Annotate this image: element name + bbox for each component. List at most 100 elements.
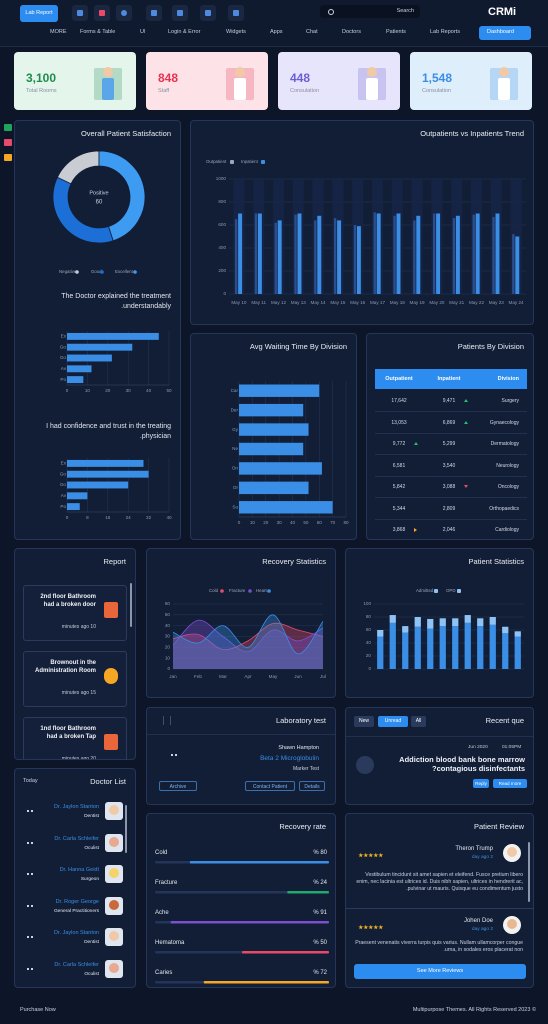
y-tick-label: 20 [165, 645, 171, 650]
x-tick-label: Jan [169, 674, 177, 679]
icon-button[interactable] [228, 5, 244, 21]
more-menu[interactable] [27, 810, 33, 812]
stars [358, 852, 384, 858]
progress-bar [203, 981, 329, 984]
review-face [507, 919, 517, 929]
review-time: day ago 2 [471, 927, 493, 932]
nav-item[interactable]: Patients [386, 29, 406, 35]
reviewer-name: Theron Trump [455, 846, 493, 852]
footer-link[interactable]: Purchase Now [20, 1007, 56, 1013]
nav-item[interactable]: Chat [306, 29, 318, 35]
doctor-role: Surgeon [80, 877, 99, 882]
doctor-face [109, 836, 119, 847]
star [368, 924, 374, 930]
nav-item[interactable]: Dashboard [487, 29, 514, 35]
recovery-stats-panel: 0 10 20 30 40 50 60 Jan Feb Mar Apr May Jun Jul Cold Fr… [146, 548, 336, 698]
more-menu[interactable] [27, 873, 33, 875]
more-reviews-button[interactable]: See More Reviews [354, 964, 526, 979]
bar [67, 492, 88, 500]
action-button[interactable]: Read more [493, 779, 527, 788]
division-panel: Patients By Division Outpatient Inpatient D… [366, 333, 534, 540]
nav-item[interactable]: MORE [50, 29, 67, 35]
y-tick-label: 20 [366, 653, 372, 658]
filter-button[interactable]: All [411, 716, 426, 727]
table-cell: 5,344 [392, 505, 406, 512]
x-tick-label: 0 [66, 388, 69, 393]
sidebar-icon[interactable] [4, 124, 12, 131]
x-tick-label: May 16 [350, 300, 366, 305]
bar [333, 218, 337, 294]
icon-button[interactable] [172, 5, 188, 21]
icon-button[interactable] [94, 5, 110, 21]
legend-swatch [457, 589, 461, 593]
nav-item[interactable]: Forms & Table [80, 29, 116, 35]
today-label: Today [23, 778, 38, 784]
question-title: The Doctor explained the treatment under… [61, 293, 171, 310]
icon-button[interactable] [200, 5, 216, 21]
report-time: minutes ago 15 [61, 690, 96, 696]
bar [439, 618, 446, 627]
prev-next[interactable] [163, 716, 171, 725]
action-button[interactable]: Details [299, 781, 325, 791]
bar [402, 626, 409, 633]
search-box[interactable]: Search [320, 5, 420, 18]
doctor-role: Dentist [84, 940, 99, 945]
table-cell: Surgery [501, 398, 519, 404]
bar [427, 618, 434, 629]
sidebar-icon[interactable] [4, 154, 12, 161]
action-button[interactable]: Reply [473, 779, 489, 788]
nav-active-bg[interactable] [479, 26, 531, 40]
bar [414, 617, 421, 627]
nav-item[interactable]: Doctors [342, 29, 361, 35]
sidebar-icon[interactable] [4, 139, 12, 146]
icon [77, 10, 83, 16]
nav-item[interactable]: Apps [270, 29, 283, 35]
y-tick-label: On [232, 466, 239, 471]
icon-button[interactable] [72, 5, 88, 21]
x-tick-label: May 20 [429, 300, 445, 305]
legend-label: Cold [209, 588, 219, 593]
y-tick-label: 60 [366, 627, 372, 632]
more-menu[interactable] [27, 841, 33, 844]
action-button[interactable]: Contact Patient [245, 781, 295, 791]
report-text: 1nd floor Bathroom had a broken Tap [40, 726, 96, 740]
y-tick-label: 40 [165, 623, 171, 628]
more-menu[interactable] [27, 967, 33, 970]
y-tick-label: Po [60, 377, 66, 382]
bar [337, 220, 342, 294]
more-menu[interactable] [171, 754, 177, 758]
nav-item[interactable]: Widgets [226, 29, 246, 35]
chart [358, 67, 386, 100]
scrollbar [528, 842, 530, 902]
y-tick-label: Av [61, 493, 67, 498]
query-time: 01:05PM [502, 745, 522, 750]
x-tick-label: 40 [146, 388, 152, 393]
report-text: Brownout in the Administration Room [35, 660, 96, 674]
more-menu[interactable] [27, 904, 33, 907]
nav-item[interactable]: Login & Error [168, 29, 201, 35]
star [358, 852, 364, 858]
lab-report-button[interactable]: Lab Report [20, 5, 58, 22]
divider [346, 736, 533, 737]
filter-button[interactable]: Unread [378, 716, 408, 727]
bar [239, 481, 309, 495]
doctor-face [109, 931, 119, 941]
chart [358, 852, 384, 858]
icon-button[interactable] [146, 5, 162, 21]
doctor-name: Dr. Roger George [55, 898, 99, 905]
icon-button[interactable] [116, 5, 132, 21]
nav-item[interactable]: UI [140, 29, 146, 35]
bar [432, 213, 436, 294]
chart [226, 67, 254, 100]
more-menu[interactable] [27, 936, 33, 938]
nav-item[interactable]: Lab Reports [430, 29, 460, 35]
x-tick-label: 24 [126, 515, 132, 520]
action-button[interactable]: Archive [159, 781, 197, 791]
legend-label: Heart [256, 588, 268, 593]
search-icon [328, 9, 334, 15]
bar [67, 365, 92, 373]
trend-arrow [464, 420, 468, 424]
bar [257, 213, 262, 294]
filter-button[interactable]: New [354, 716, 374, 727]
